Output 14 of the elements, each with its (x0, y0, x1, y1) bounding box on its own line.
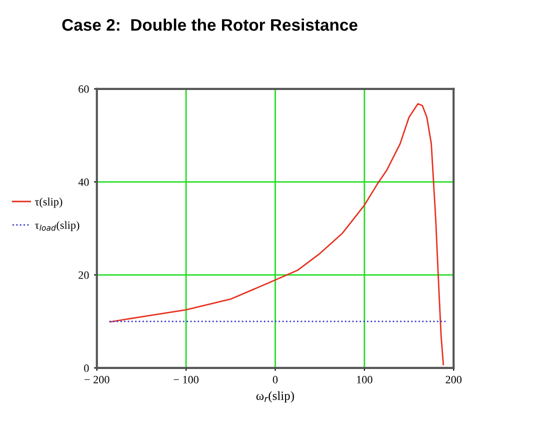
y-tick-label: 40 (78, 178, 89, 186)
x-tick-label: − 100 (174, 376, 198, 384)
y-tick-label: 20 (78, 271, 89, 279)
line-series (110, 103, 444, 366)
legend-label: τ$_{load}$(slip) (34, 221, 80, 232)
x-axis-title: ω$_{r}$(slip) (256, 391, 294, 403)
x-tick-label: 100 (357, 376, 372, 384)
x-tick-label: − 200 (84, 376, 110, 384)
x-tick-label: 0 (272, 376, 278, 384)
chart-title: Case 2: Double the Rotor Resistance (62, 18, 358, 31)
y-tick-label: 0 (84, 364, 89, 372)
x-tick-label: 200 (446, 376, 462, 384)
legend-label: τ(slip) (34, 198, 62, 208)
y-tick-label: 60 (78, 85, 89, 93)
